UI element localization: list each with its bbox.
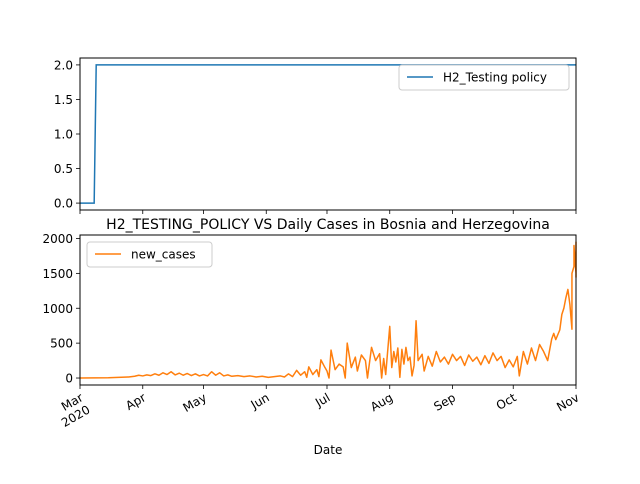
bottom-y-tick-label: 500 [50,337,73,351]
bottom-x-tick-label: Jul [312,390,332,410]
series-line-new-cases [79,241,577,379]
x-axis-label: Date [314,443,343,457]
axes-top: 0.0 0.5 1.0 1.5 2.0 H2_Testing policy [54,57,577,214]
top-legend-box [398,64,570,91]
bottom-legend-label: new_cases [131,248,196,262]
top-legend: H2_Testing policy [398,64,570,91]
top-plot-area [80,64,576,204]
top-y-tick-label: 0.5 [54,162,73,176]
chart-title: H2_TESTING_POLICY VS Daily Cases in Bosn… [106,217,550,233]
bottom-axes-frame [79,234,577,386]
bottom-y-ticks: 0 500 1000 1500 2000 [42,232,80,386]
bottom-plot-area [79,241,577,379]
axes-bottom: H2_TESTING_POLICY VS Daily Cases in Bosn… [42,217,581,457]
series-line-h2-testing-policy [80,64,576,204]
top-x-ticks [79,210,577,214]
bottom-y-tick-label: 0 [65,372,73,386]
bottom-legend: new_cases [86,241,213,268]
top-y-tick-label: 1.5 [54,93,73,107]
top-y-ticks: 0.0 0.5 1.0 1.5 2.0 [54,58,80,211]
bottom-legend-box [86,241,213,268]
bottom-y-tick-label: 1000 [42,302,73,316]
top-y-tick-label: 2.0 [54,58,73,72]
top-y-tick-label: 0.0 [54,197,73,211]
bottom-y-tick-label: 2000 [42,232,73,246]
top-y-tick-label: 1.0 [54,128,73,142]
top-legend-label: H2_Testing policy [443,71,547,85]
bottom-y-tick-label: 1500 [42,267,73,281]
